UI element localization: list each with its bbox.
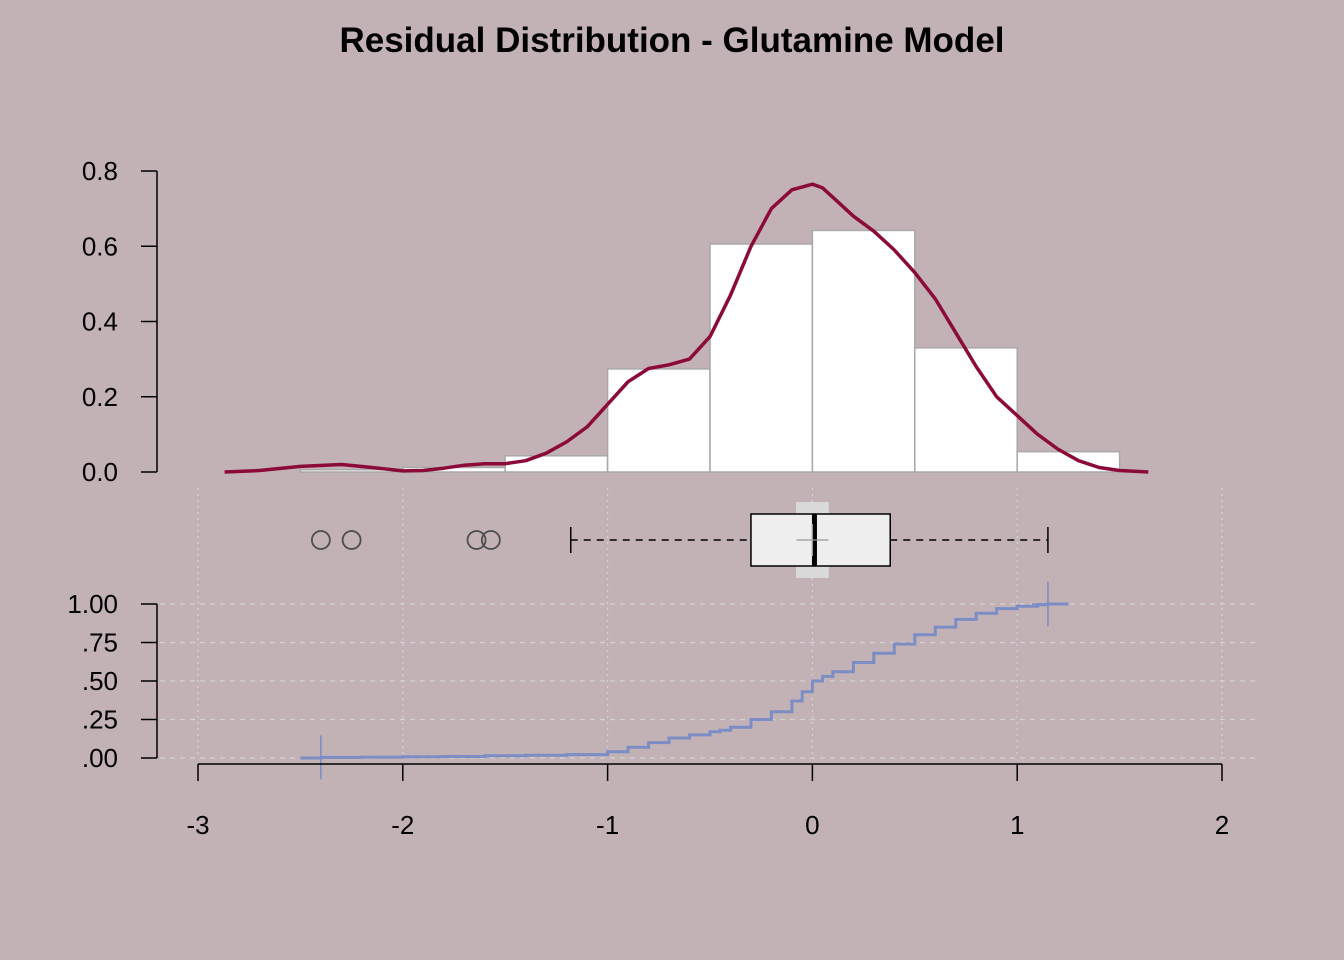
- ecdf-y-tick-label: .25: [82, 705, 118, 735]
- x-tick-label: 0: [805, 810, 819, 840]
- histogram-bar: [811, 229, 916, 473]
- x-tick-label: -3: [186, 810, 209, 840]
- ecdf-y-tick-label: .50: [82, 666, 118, 696]
- x-tick-label: -2: [391, 810, 414, 840]
- ecdf-y-tick-label: .00: [82, 743, 118, 773]
- histogram-y-tick-label: 0.0: [82, 457, 118, 487]
- outlier-point: [480, 530, 501, 550]
- ecdf-panel: [300, 582, 1069, 780]
- x-tick-label: 2: [1215, 810, 1229, 840]
- outlier-point: [310, 530, 331, 550]
- outlier-point: [341, 530, 362, 550]
- x-tick-label: -1: [596, 810, 619, 840]
- histogram-y-tick-label: 0.8: [82, 156, 118, 186]
- histogram-panel: [224, 182, 1149, 474]
- chart-title: Residual Distribution - Glutamine Model: [339, 21, 1004, 60]
- histogram-bar: [504, 455, 609, 473]
- boxplot-panel: [310, 502, 1049, 578]
- histogram-bar: [709, 243, 814, 473]
- histogram-bar: [606, 368, 711, 473]
- ecdf-step-line: [300, 602, 1069, 760]
- ecdf-y-tick-label: .75: [82, 628, 118, 658]
- histogram-y-tick-label: 0.2: [82, 382, 118, 412]
- ecdf-y-tick-label: 1.00: [67, 589, 118, 619]
- histogram-bar: [914, 347, 1018, 473]
- x-tick-label: 1: [1010, 810, 1024, 840]
- density-curve: [224, 182, 1149, 474]
- outlier-point: [466, 530, 487, 550]
- axes-layer: 0.0 0.2 0.4 0.6 0.8 .00 .25 .50 .75 1.00 -3 -2 -1 0 1 2: [67, 156, 1229, 840]
- histogram-y-tick-label: 0.6: [82, 231, 118, 261]
- histogram-y-tick-label: 0.4: [82, 307, 118, 337]
